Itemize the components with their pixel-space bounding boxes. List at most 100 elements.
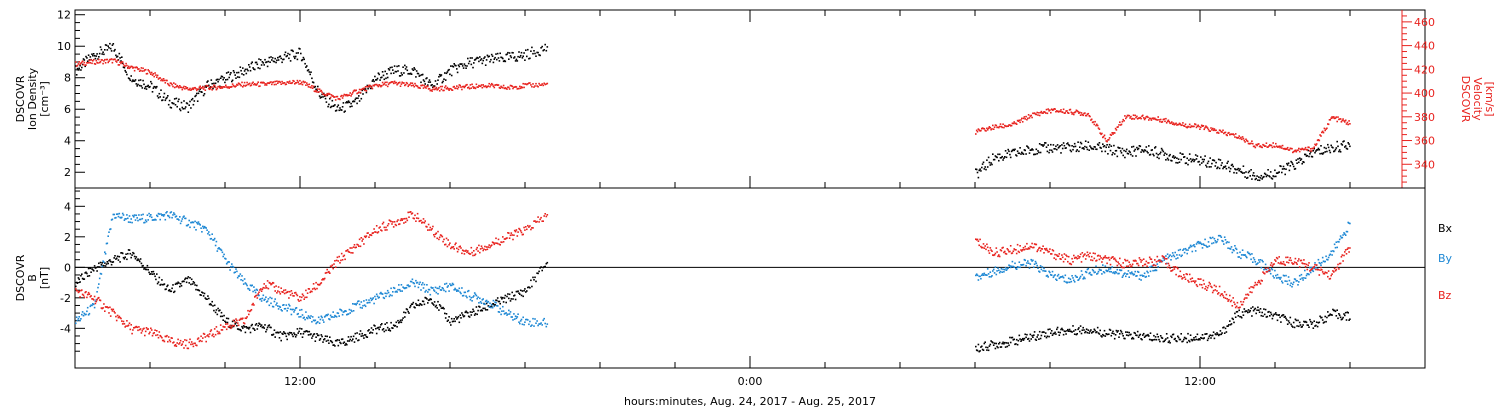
velocity-point <box>354 89 357 92</box>
density-point <box>1124 156 1126 159</box>
bz-point <box>210 329 213 331</box>
velocity-point <box>1037 114 1039 116</box>
velocity-point <box>92 58 95 61</box>
bz-series <box>75 211 1351 350</box>
velocity-point <box>1344 119 1347 122</box>
density-point <box>1288 169 1291 172</box>
velocity-point <box>996 126 998 129</box>
bx-point <box>149 273 151 275</box>
bx-point <box>1043 331 1045 333</box>
by-point <box>1130 272 1132 275</box>
velocity-point <box>101 59 103 61</box>
bz-point <box>302 294 305 297</box>
velocity-point <box>204 89 207 91</box>
bx-point <box>117 259 120 261</box>
bz-point <box>196 338 199 340</box>
by-point <box>269 296 271 299</box>
bx-point <box>997 346 999 349</box>
density-point <box>445 72 448 75</box>
velocity-point <box>1148 119 1150 121</box>
velocity-point <box>1142 117 1145 119</box>
velocity-point <box>976 130 979 133</box>
by-point <box>180 220 183 222</box>
velocity-point <box>1260 146 1263 148</box>
bx-point <box>987 349 990 352</box>
bz-point <box>1012 250 1015 252</box>
by-point <box>86 310 88 313</box>
by-point <box>1120 269 1123 272</box>
bx-point <box>1249 310 1251 312</box>
density-point <box>376 77 379 80</box>
bz-point <box>249 309 252 312</box>
density-point <box>1185 162 1188 164</box>
density-point <box>158 92 161 95</box>
bz-point <box>1232 297 1234 299</box>
bx-point <box>81 277 84 280</box>
density-point <box>1154 147 1156 149</box>
by-point <box>193 226 196 229</box>
bx-point <box>1125 331 1127 333</box>
by-point <box>266 300 269 302</box>
bz-point <box>1076 257 1078 260</box>
by-point <box>976 274 979 277</box>
density-point <box>992 158 995 161</box>
bz-point <box>94 302 97 305</box>
density-point <box>509 55 512 57</box>
bz-point <box>1162 255 1165 258</box>
bz-point <box>1165 263 1167 265</box>
density-point <box>500 56 502 59</box>
velocity-point <box>1324 129 1326 132</box>
bz-point <box>128 322 131 324</box>
velocity-point <box>519 87 522 90</box>
bz-point <box>354 246 357 249</box>
by-point <box>1171 252 1174 254</box>
top-x-axis-ticks <box>149 10 1351 188</box>
density-point <box>1116 155 1119 158</box>
bx-point <box>95 266 98 269</box>
by-point <box>365 299 368 301</box>
bz-point <box>1225 293 1228 296</box>
bx-point <box>418 304 421 307</box>
velocity-point <box>1143 118 1146 121</box>
velocity-point <box>280 83 282 85</box>
density-point <box>109 42 111 45</box>
by-point <box>149 215 151 218</box>
by-point <box>188 219 190 222</box>
by-point <box>236 270 238 273</box>
velocity-point <box>1249 142 1251 145</box>
bz-point <box>390 220 392 223</box>
density-point <box>1330 144 1332 147</box>
bz-point <box>104 310 106 312</box>
velocity-point <box>295 82 298 84</box>
density-point <box>1039 151 1042 154</box>
bz-point <box>1038 247 1040 250</box>
velocity-point <box>100 59 103 61</box>
bx-point <box>508 293 511 296</box>
velocity-tick-label: 380 <box>1414 111 1435 124</box>
velocity-point <box>152 73 155 75</box>
bx-point <box>1291 325 1293 327</box>
bz-point <box>409 211 412 213</box>
bz-point <box>402 218 404 220</box>
density-point <box>1016 150 1019 152</box>
density-point <box>1335 147 1338 149</box>
bx-point <box>267 325 270 327</box>
by-point <box>987 273 990 275</box>
density-point <box>451 65 454 67</box>
bz-point <box>177 338 179 341</box>
density-point <box>183 100 185 102</box>
by-point <box>455 288 457 291</box>
bz-point <box>219 324 222 326</box>
bz-point <box>1159 260 1162 262</box>
bx-point <box>187 276 190 278</box>
velocity-point <box>998 125 1001 128</box>
bz-point <box>114 312 116 314</box>
bx-point <box>216 313 219 316</box>
bz-point <box>1126 259 1129 262</box>
bz-point <box>363 235 366 238</box>
by-point <box>265 296 267 298</box>
velocity-point <box>1033 112 1036 114</box>
by-point <box>163 213 166 216</box>
velocity-point <box>1052 109 1055 111</box>
velocity-point <box>1281 144 1284 147</box>
